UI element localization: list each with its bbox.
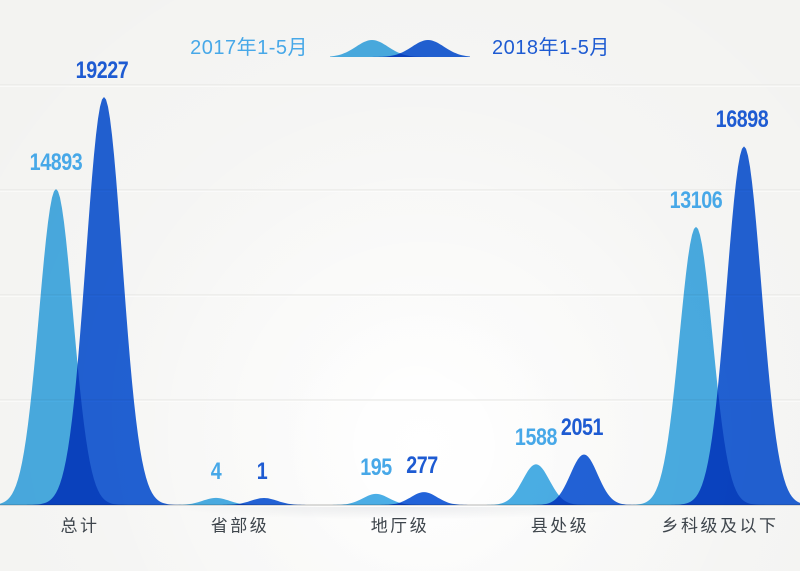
category-label-2: 地厅级 [370,516,430,536]
category-label-1: 省部级 [210,516,270,536]
value-label-2018-3: 2051 [560,414,604,442]
category-label-0: 总计 [60,516,100,536]
category-label-3: 县处级 [530,516,590,536]
value-label-2017-0: 14893 [29,148,83,176]
legend-hills-icon [330,40,470,57]
baseline-shadow [80,507,720,525]
legend-hill-2018 [330,40,470,57]
value-label-2018-4: 16898 [715,106,769,134]
value-label-2017-4: 13106 [669,186,723,214]
series-area-2018[interactable] [0,97,800,505]
legend: 2017年1-5月 2018年1-5月 [0,28,800,62]
legend-hill-2017 [330,40,470,57]
value-label-2018-2: 277 [406,452,438,480]
value-label-2017-2: 195 [360,453,392,481]
legend-item-2017[interactable]: 2017年1-5月 [190,36,308,59]
value-label-2018-0: 19227 [75,57,129,84]
value-label-2017-1: 4 [210,457,222,485]
category-label-4: 乡科级及以下 [661,516,779,536]
value-label-2017-3: 1588 [514,424,558,452]
value-label-2018-1: 1 [256,457,268,485]
legend-item-2018[interactable]: 2018年1-5月 [492,36,610,59]
